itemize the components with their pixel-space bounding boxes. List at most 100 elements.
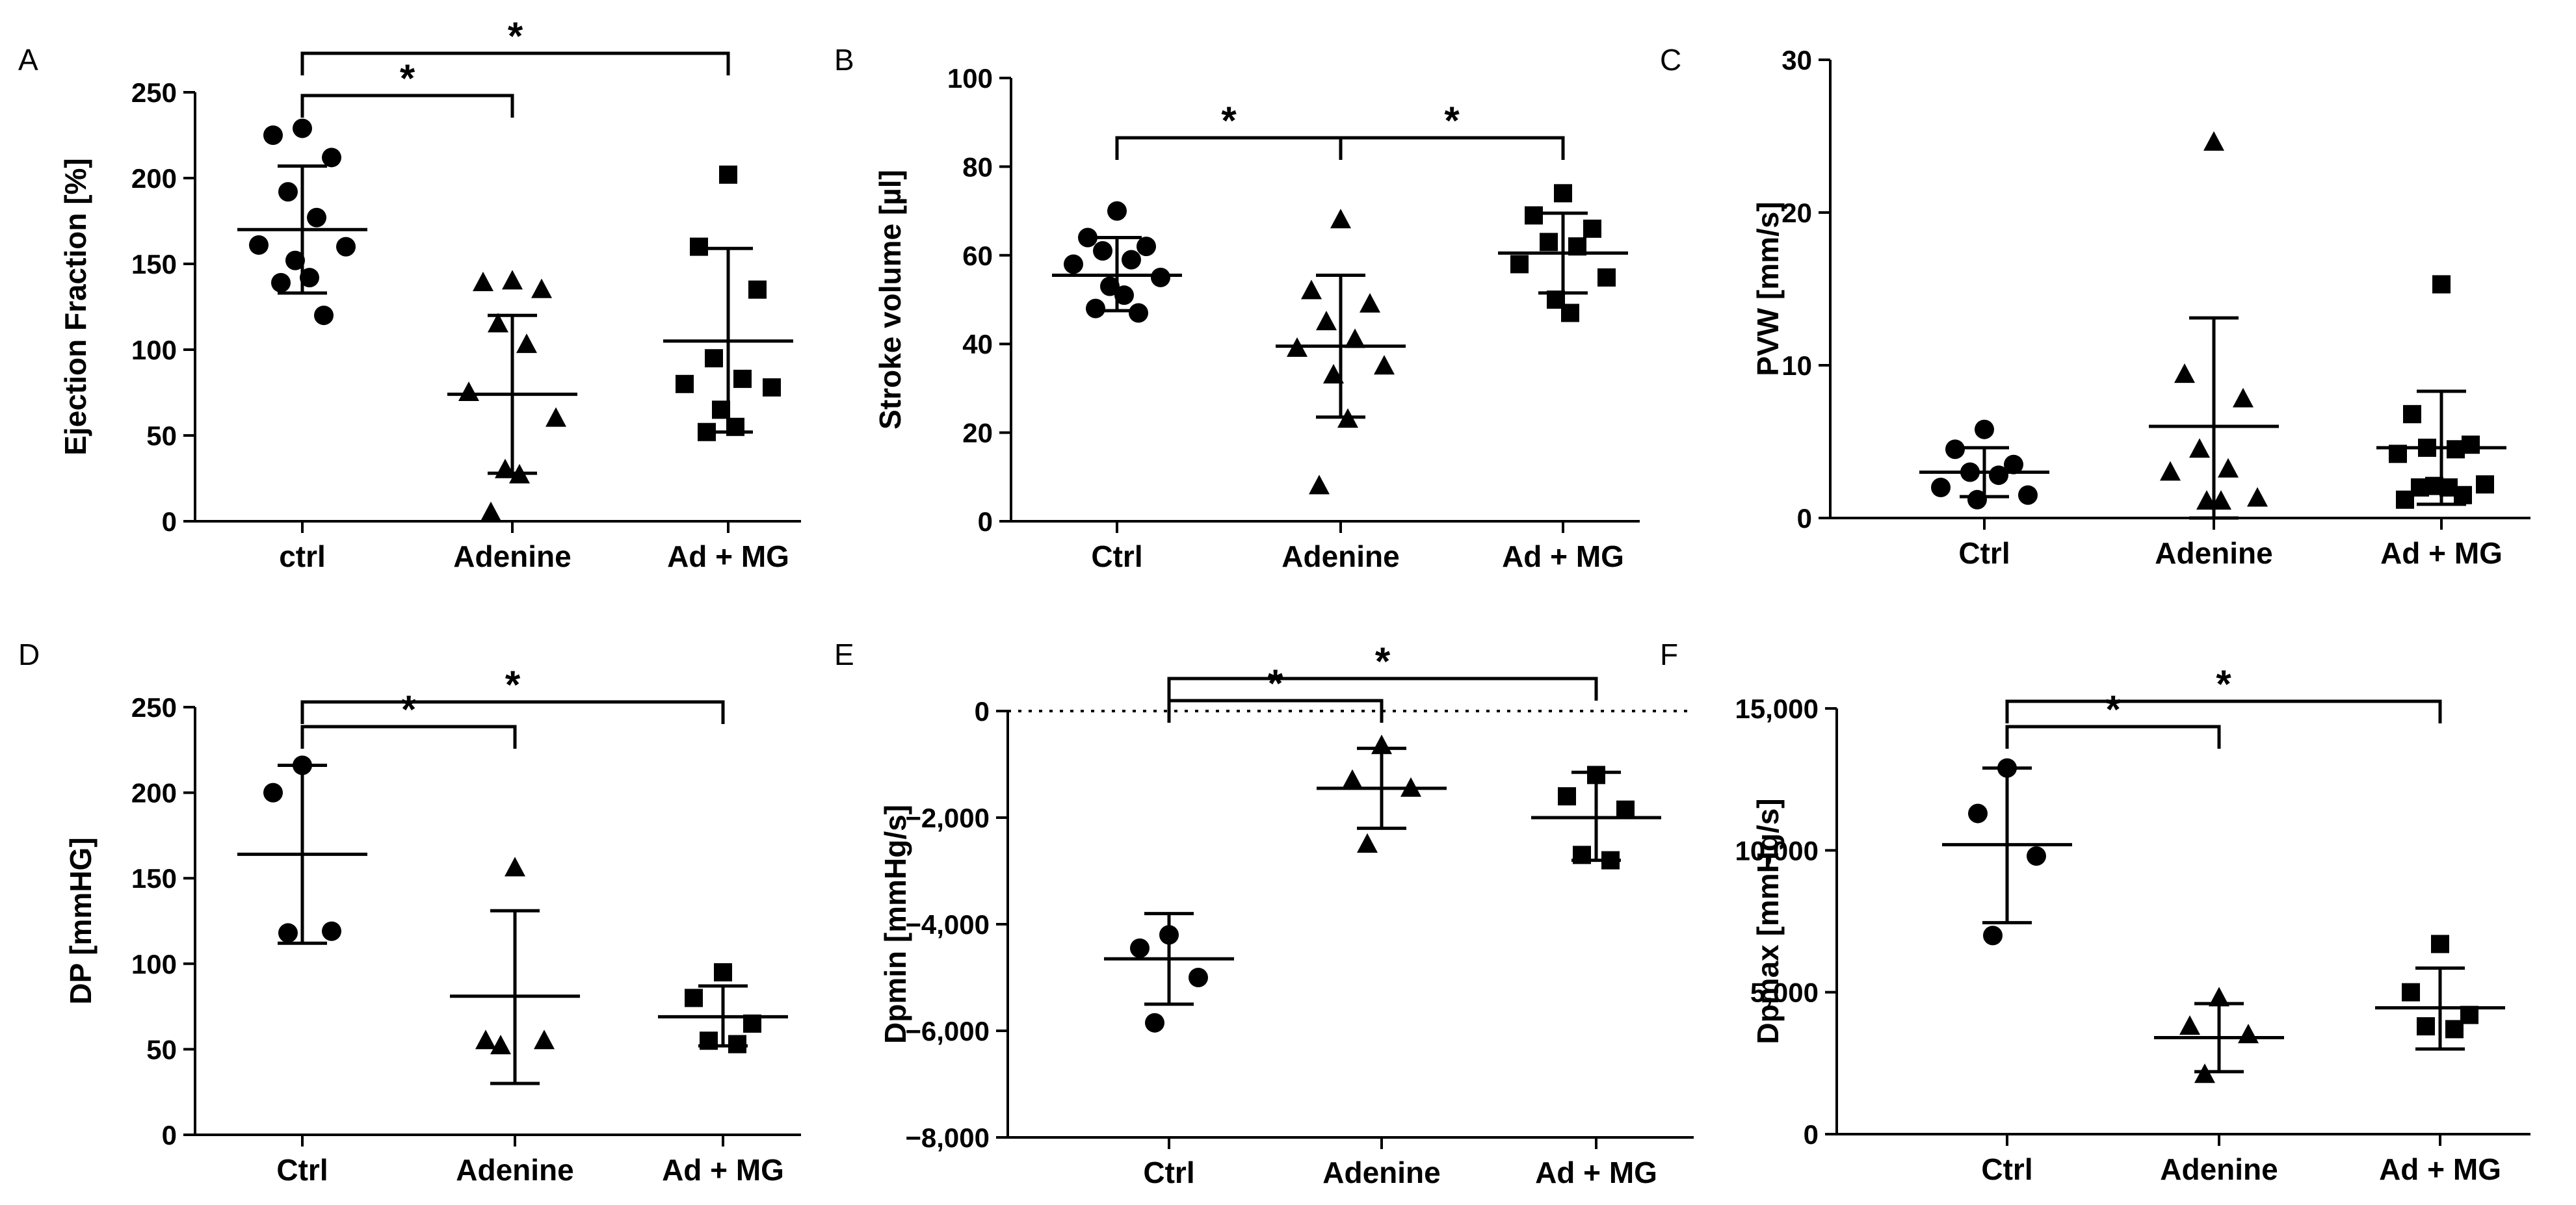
- data-point-ctrl: [300, 268, 319, 288]
- data-point-Ctrl: [1086, 298, 1105, 318]
- y-tick-label: 0: [1804, 1119, 1819, 1150]
- data-point-Ad + MG: [685, 989, 703, 1007]
- y-tick-label: 15,000: [1735, 693, 1819, 724]
- data-point-Ad + MG: [748, 280, 767, 299]
- panel-letter-C: C: [1660, 43, 1681, 77]
- y-tick-label: 100: [947, 63, 993, 94]
- data-point-Adenine: [1323, 363, 1344, 383]
- data-point-Ctrl: [1145, 1013, 1164, 1033]
- data-point-Adenine: [2209, 987, 2229, 1007]
- panel-letter-D: D: [18, 638, 40, 671]
- data-point-Adenine: [502, 270, 523, 290]
- panel-letter-B: B: [834, 43, 854, 77]
- data-point-Ad + MG: [719, 165, 737, 184]
- data-point-ctrl: [263, 125, 283, 145]
- y-axis-label: Dpmax [mmHg/s]: [1751, 798, 1785, 1044]
- data-point-Ctrl: [1064, 254, 1083, 274]
- significance-star: *: [401, 688, 417, 731]
- data-point-Ctrl: [278, 923, 298, 943]
- data-point-Ad + MG: [1583, 219, 1601, 238]
- data-point-Ad + MG: [2454, 486, 2472, 504]
- data-point-Ctrl: [1137, 237, 1156, 257]
- data-point-ctrl: [285, 250, 305, 270]
- y-axis-label: Stroke volume [µl]: [873, 170, 907, 430]
- x-tick-label-Ad + MG: Ad + MG: [1502, 539, 1624, 573]
- x-tick-label-Adenine: Adenine: [456, 1153, 573, 1187]
- data-point-Ctrl: [1967, 489, 1987, 510]
- data-point-Ctrl: [1931, 478, 1951, 497]
- y-tick-label: 20: [962, 418, 993, 448]
- data-point-Adenine: [458, 382, 479, 401]
- data-point-Adenine: [1345, 328, 1365, 348]
- y-tick-label: 5,000: [1750, 978, 1819, 1008]
- data-point-Ctrl: [1100, 276, 1120, 296]
- significance-bracket: [1339, 136, 1565, 160]
- y-axis-label: Ejection Fraction [%]: [59, 158, 92, 455]
- data-point-Adenine: [531, 278, 552, 298]
- data-point-Adenine: [545, 407, 566, 427]
- y-tick-label: −8,000: [905, 1122, 990, 1153]
- x-tick-label-ctrl: ctrl: [279, 539, 326, 573]
- data-point-Ad + MG: [1558, 787, 1576, 806]
- data-point-Adenine: [2179, 1015, 2200, 1035]
- data-point-Ctrl: [1945, 439, 1965, 460]
- y-tick-label: 100: [131, 335, 177, 365]
- data-point-Ad + MG: [1561, 304, 1579, 322]
- data-point-Ctrl: [1189, 968, 1208, 987]
- panel-letter-F: F: [1660, 638, 1678, 671]
- x-tick-label-Adenine: Adenine: [2160, 1152, 2278, 1186]
- data-point-Ad + MG: [714, 963, 732, 981]
- x-tick-label-Ad + MG: Ad + MG: [667, 539, 789, 573]
- x-tick-label-Adenine: Adenine: [1322, 1156, 1440, 1189]
- data-point-ctrl: [322, 148, 341, 168]
- significance-bracket: [300, 700, 725, 724]
- data-point-Adenine: [1342, 769, 1363, 789]
- data-point-Ad + MG: [1616, 800, 1635, 819]
- x-tick-label-Ad + MG: Ad + MG: [2380, 536, 2503, 570]
- y-tick-label: −6,000: [905, 1016, 990, 1046]
- significance-star: *: [2105, 688, 2121, 731]
- data-point-ctrl: [336, 237, 356, 257]
- data-point-Ctrl: [2004, 454, 2023, 474]
- x-tick-label-Ctrl: Ctrl: [1958, 536, 2010, 570]
- y-tick-label: 0: [162, 1120, 177, 1150]
- data-point-Ad + MG: [2417, 1017, 2435, 1036]
- y-tick-label: 20: [1781, 198, 1812, 228]
- y-tick-label: 50: [146, 1034, 177, 1065]
- x-tick-label-Ctrl: Ctrl: [1091, 539, 1142, 573]
- data-point-Adenine: [2233, 387, 2254, 408]
- panel-C: C 0 10 20 30 PVW [mm/s] Ctrl Adenine Ad + MG: [1660, 43, 2530, 570]
- data-point-Adenine: [480, 501, 501, 521]
- x-tick-label-Adenine: Adenine: [1281, 539, 1399, 573]
- data-point-Adenine: [1357, 833, 1378, 853]
- y-tick-label: 200: [131, 778, 177, 809]
- data-point-Adenine: [490, 1035, 511, 1055]
- x-tick-label-Adenine: Adenine: [2155, 536, 2272, 570]
- data-point-Adenine: [1301, 279, 1322, 300]
- y-tick-label: 150: [131, 863, 177, 894]
- data-point-Ad + MG: [1554, 184, 1572, 203]
- y-axis-label: DP [mmHG]: [64, 837, 98, 1004]
- y-tick-label: 80: [962, 151, 993, 182]
- data-point-Adenine: [516, 333, 537, 354]
- significance-star: *: [1444, 99, 1460, 142]
- data-point-Ad + MG: [705, 349, 723, 368]
- y-tick-label: −2,000: [905, 803, 990, 833]
- data-point-Adenine: [2196, 490, 2217, 510]
- data-point-Ctrl: [1968, 803, 1988, 823]
- significance-bracket: [300, 94, 514, 118]
- data-point-Ad + MG: [676, 374, 694, 393]
- significance-star: *: [508, 14, 523, 58]
- data-point-Ad + MG: [728, 1035, 746, 1054]
- y-tick-label: 250: [131, 77, 177, 108]
- data-point-Ad + MG: [690, 237, 708, 256]
- data-point-Ctrl: [1078, 227, 1097, 248]
- data-point-Ad + MG: [1525, 206, 1543, 225]
- data-point-Ctrl: [263, 783, 283, 803]
- panel-E: E −8,000 −6,000 −4,000 −2,000 0 Dpmin [mmHg/s]…: [834, 638, 1694, 1189]
- data-point-Ad + MG: [1540, 233, 1558, 252]
- data-point-Ad + MG: [2431, 935, 2449, 953]
- data-point-Ad + MG: [2445, 1020, 2464, 1039]
- y-tick-label: 10: [1781, 350, 1812, 381]
